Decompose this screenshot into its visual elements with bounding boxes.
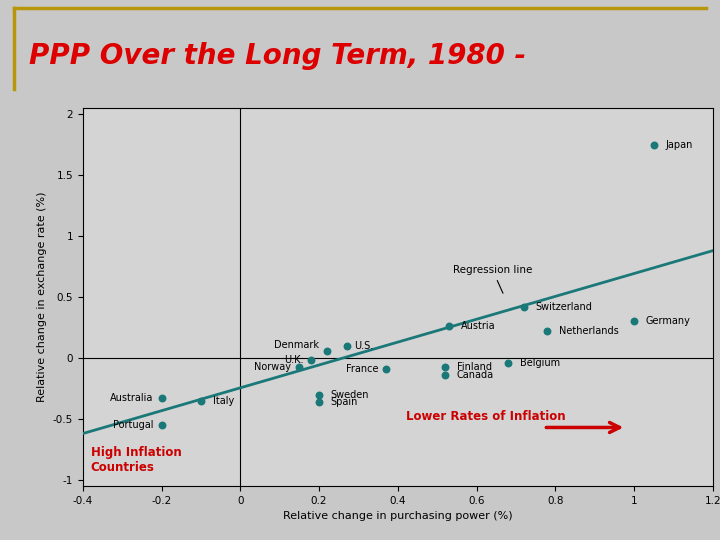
Text: Australia: Australia <box>110 393 153 403</box>
Point <box>294 362 305 371</box>
Text: U.S.: U.S. <box>354 341 374 351</box>
Text: Portugal: Portugal <box>113 420 153 430</box>
Text: Regression line: Regression line <box>453 265 532 293</box>
Point <box>321 346 333 355</box>
Point <box>503 359 514 367</box>
Text: France: France <box>346 364 378 374</box>
Text: Germany: Germany <box>646 316 690 326</box>
Text: Japan: Japan <box>665 139 693 150</box>
Point <box>541 327 553 335</box>
Text: Switzerland: Switzerland <box>536 302 593 312</box>
Point <box>648 140 660 149</box>
Text: Sweden: Sweden <box>331 389 369 400</box>
Point <box>305 356 317 364</box>
Point <box>629 317 640 326</box>
Text: U.K.: U.K. <box>284 355 303 366</box>
Point <box>195 396 207 405</box>
Point <box>341 341 352 350</box>
Point <box>156 394 167 402</box>
X-axis label: Relative change in purchasing power (%): Relative change in purchasing power (%) <box>283 511 513 521</box>
Text: Lower Rates of Inflation: Lower Rates of Inflation <box>405 410 565 423</box>
Point <box>156 421 167 429</box>
Point <box>313 390 325 399</box>
Point <box>313 397 325 406</box>
Point <box>439 371 451 380</box>
Text: Netherlands: Netherlands <box>559 326 619 336</box>
Text: Spain: Spain <box>331 397 359 407</box>
Text: High Inflation
Countries: High Inflation Countries <box>91 446 181 474</box>
Text: Austria: Austria <box>461 321 495 331</box>
Point <box>439 362 451 371</box>
Point <box>518 302 529 311</box>
Point <box>444 322 455 330</box>
Y-axis label: Relative change in exchange rate (%): Relative change in exchange rate (%) <box>37 192 48 402</box>
Text: Belgium: Belgium <box>520 358 560 368</box>
Text: PPP Over the Long Term, 1980 -: PPP Over the Long Term, 1980 - <box>29 42 526 70</box>
Text: Italy: Italy <box>212 396 234 406</box>
Text: Finland: Finland <box>457 361 492 372</box>
Text: Norway: Norway <box>254 361 292 372</box>
Point <box>380 364 392 373</box>
Text: Canada: Canada <box>457 370 494 380</box>
Text: Denmark: Denmark <box>274 340 319 349</box>
